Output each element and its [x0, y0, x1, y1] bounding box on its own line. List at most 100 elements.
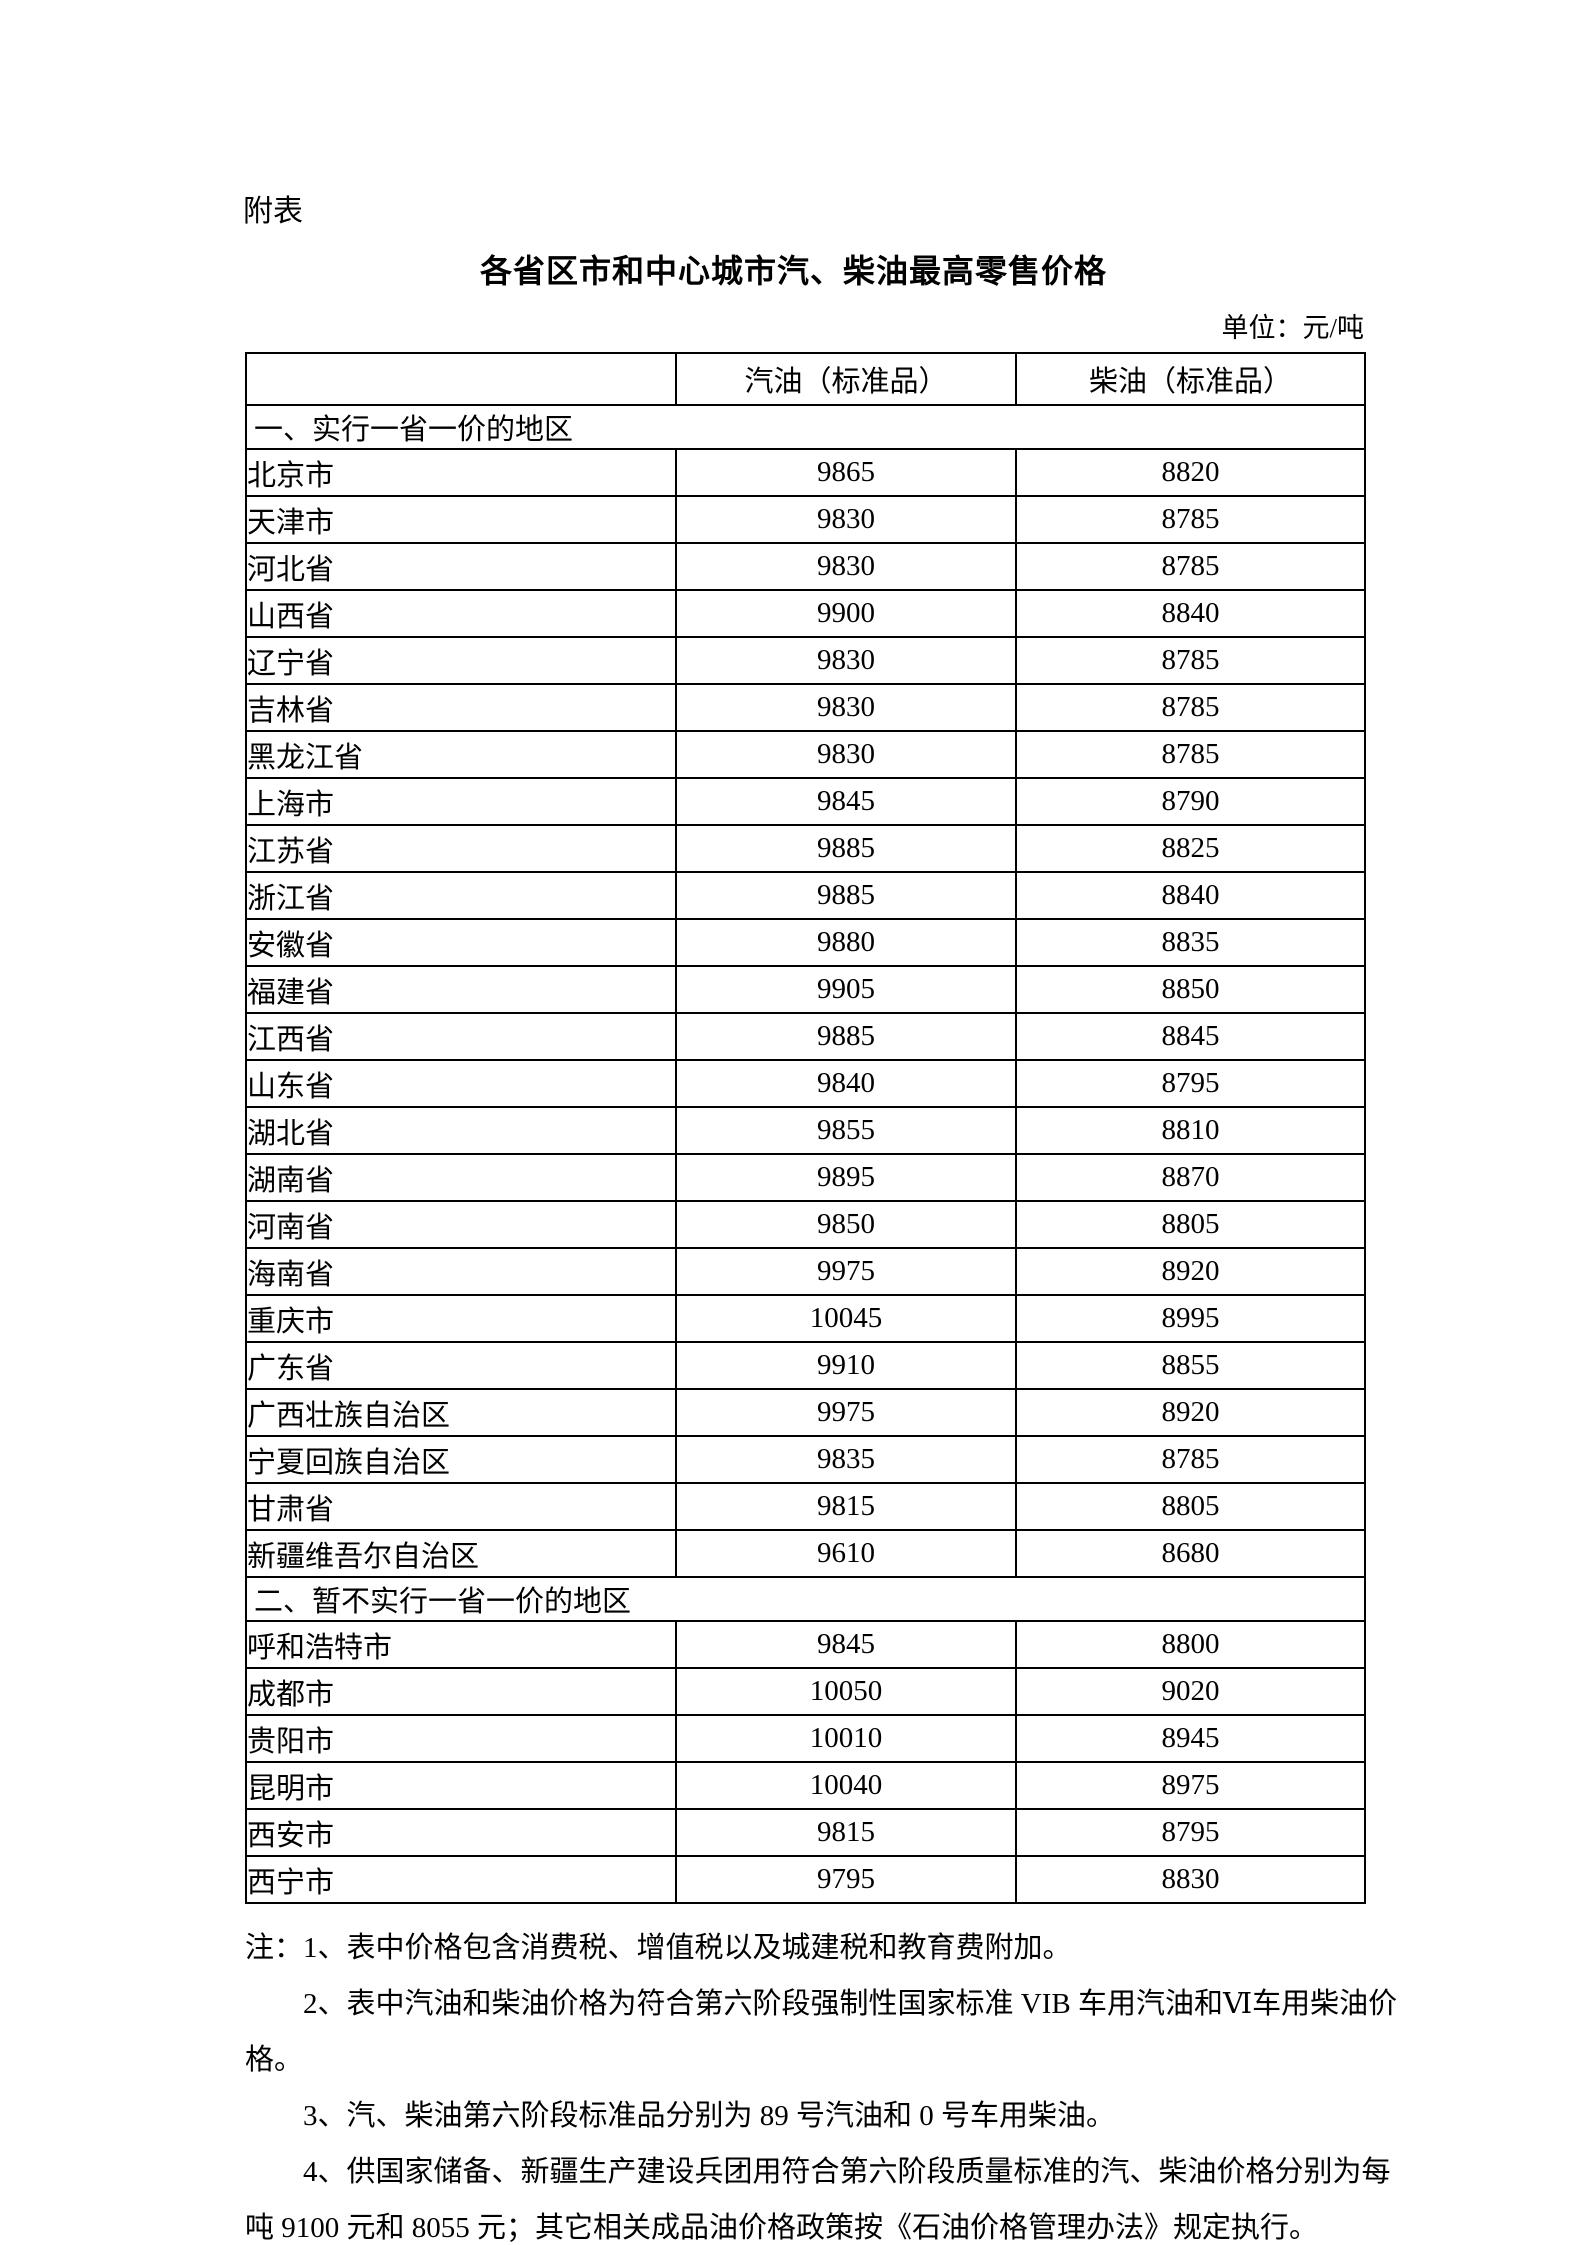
diesel-price-cell: 8920	[1015, 1247, 1366, 1296]
diesel-price-cell: 8975	[1015, 1761, 1366, 1810]
gasoline-price-cell: 9830	[675, 495, 1017, 544]
diesel-price-cell: 9020	[1015, 1667, 1366, 1716]
table-row: 广西壮族自治区 9975 8920	[245, 1388, 1366, 1437]
region-cell: 宁夏回族自治区	[245, 1435, 677, 1484]
table-row: 重庆市 10045 8995	[245, 1294, 1366, 1343]
table-row: 甘肃省 9815 8805	[245, 1482, 1366, 1531]
diesel-price-cell: 8945	[1015, 1714, 1366, 1763]
region-cell: 湖北省	[245, 1106, 677, 1155]
diesel-price-cell: 8830	[1015, 1855, 1366, 1904]
unit-label: 单位：元/吨	[1221, 313, 1364, 343]
region-cell: 成都市	[245, 1667, 677, 1716]
diesel-price-cell: 8790	[1015, 777, 1366, 826]
diesel-price-cell: 8835	[1015, 918, 1366, 967]
diesel-price-cell: 8795	[1015, 1059, 1366, 1108]
diesel-price-cell: 8785	[1015, 542, 1366, 591]
gasoline-price-cell: 9910	[675, 1341, 1017, 1390]
table-row: 宁夏回族自治区 9835 8785	[245, 1435, 1366, 1484]
diesel-price-cell: 8800	[1015, 1620, 1366, 1669]
region-cell: 昆明市	[245, 1761, 677, 1810]
gasoline-price-cell: 9900	[675, 589, 1017, 638]
diesel-price-cell: 8785	[1015, 683, 1366, 732]
diesel-price-cell: 8805	[1015, 1200, 1366, 1249]
gasoline-price-cell: 9885	[675, 871, 1017, 920]
gasoline-price-cell: 9815	[675, 1808, 1017, 1857]
diesel-price-cell: 8795	[1015, 1808, 1366, 1857]
region-cell: 河南省	[245, 1200, 677, 1249]
note-line: 2、表中汽油和柴油价格为符合第六阶段强制性国家标准 VIB 车用汽油和Ⅵ车用柴油…	[303, 1988, 1398, 2020]
region-cell: 山东省	[245, 1059, 677, 1108]
region-cell: 西宁市	[245, 1855, 677, 1904]
table-row: 西安市 9815 8795	[245, 1808, 1366, 1857]
diesel-price-cell: 8785	[1015, 495, 1366, 544]
gasoline-price-cell: 9865	[675, 448, 1017, 497]
diesel-price-cell: 8840	[1015, 589, 1366, 638]
note-line: 3、汽、柴油第六阶段标准品分别为 89 号汽油和 0 号车用柴油。	[303, 2100, 1116, 2132]
diesel-price-cell: 8820	[1015, 448, 1366, 497]
gasoline-price-cell: 9840	[675, 1059, 1017, 1108]
gasoline-price-cell: 9830	[675, 636, 1017, 685]
diesel-price-cell: 8920	[1015, 1388, 1366, 1437]
table-row: 山东省 9840 8795	[245, 1059, 1366, 1108]
gasoline-price-cell: 9895	[675, 1153, 1017, 1202]
region-cell: 浙江省	[245, 871, 677, 920]
table-row: 河北省 9830 8785	[245, 542, 1366, 591]
note-line: 注：1、表中价格包含消费税、增值税以及城建税和教育费附加。	[245, 1932, 1072, 1964]
table-row: 辽宁省 9830 8785	[245, 636, 1366, 685]
gasoline-price-cell: 10040	[675, 1761, 1017, 1810]
diesel-price-cell: 8810	[1015, 1106, 1366, 1155]
region-cell: 海南省	[245, 1247, 677, 1296]
gasoline-price-cell: 9795	[675, 1855, 1017, 1904]
region-cell: 北京市	[245, 448, 677, 497]
gasoline-price-cell: 9975	[675, 1388, 1017, 1437]
table-row: 江苏省 9885 8825	[245, 824, 1366, 873]
region-cell: 黑龙江省	[245, 730, 677, 779]
gasoline-price-cell: 9845	[675, 777, 1017, 826]
section-row: 一、实行一省一价的地区	[245, 404, 1366, 450]
region-cell: 天津市	[245, 495, 677, 544]
table-row: 湖北省 9855 8810	[245, 1106, 1366, 1155]
region-cell: 广西壮族自治区	[245, 1388, 677, 1437]
diesel-price-cell: 8805	[1015, 1482, 1366, 1531]
diesel-price-cell: 8995	[1015, 1294, 1366, 1343]
note-line: 格。	[245, 2044, 304, 2076]
diesel-price-cell: 8785	[1015, 730, 1366, 779]
table-row: 天津市 9830 8785	[245, 495, 1366, 544]
table-row: 江西省 9885 8845	[245, 1012, 1366, 1061]
table-row: 北京市 9865 8820	[245, 448, 1366, 497]
gasoline-price-cell: 9830	[675, 542, 1017, 591]
table-row: 贵阳市 10010 8945	[245, 1714, 1366, 1763]
note-line: 吨 9100 元和 8055 元；其它相关成品油价格政策按《石油价格管理办法》规…	[245, 2212, 1319, 2244]
gasoline-price-cell: 9815	[675, 1482, 1017, 1531]
table-row: 西宁市 9795 8830	[245, 1855, 1366, 1904]
attachment-label: 附表	[243, 195, 303, 228]
section-row: 二、暂不实行一省一价的地区	[245, 1576, 1366, 1622]
table-row: 山西省 9900 8840	[245, 589, 1366, 638]
region-cell: 江西省	[245, 1012, 677, 1061]
table-row: 安徽省 9880 8835	[245, 918, 1366, 967]
gasoline-price-cell: 9885	[675, 824, 1017, 873]
region-cell: 新疆维吾尔自治区	[245, 1529, 677, 1578]
region-cell: 福建省	[245, 965, 677, 1014]
header-region-cell	[245, 352, 677, 406]
diesel-price-cell: 8680	[1015, 1529, 1366, 1578]
gasoline-price-cell: 9855	[675, 1106, 1017, 1155]
region-cell: 甘肃省	[245, 1482, 677, 1531]
table-row: 上海市 9845 8790	[245, 777, 1366, 826]
gasoline-price-cell: 9880	[675, 918, 1017, 967]
table-row: 呼和浩特市 9845 8800	[245, 1620, 1366, 1669]
table-row: 浙江省 9885 8840	[245, 871, 1366, 920]
page-title: 各省区市和中心城市汽、柴油最高零售价格	[479, 253, 1107, 289]
region-cell: 呼和浩特市	[245, 1620, 677, 1669]
note-line: 4、供国家储备、新疆生产建设兵团用符合第六阶段质量标准的汽、柴油价格分别为每	[303, 2156, 1391, 2188]
notes-block: 注：1、表中价格包含消费税、增值税以及城建税和教育费附加。 2、表中汽油和柴油价格…	[245, 1920, 1398, 2245]
header-diesel-cell: 柴油（标准品）	[1015, 352, 1366, 406]
price-table: 汽油（标准品） 柴油（标准品） 一、实行一省一价的地区 北京市 9865 8820 天津…	[245, 352, 1366, 1904]
diesel-price-cell: 8850	[1015, 965, 1366, 1014]
region-cell: 重庆市	[245, 1294, 677, 1343]
diesel-price-cell: 8840	[1015, 871, 1366, 920]
diesel-price-cell: 8825	[1015, 824, 1366, 873]
region-cell: 贵阳市	[245, 1714, 677, 1763]
table-row: 福建省 9905 8850	[245, 965, 1366, 1014]
